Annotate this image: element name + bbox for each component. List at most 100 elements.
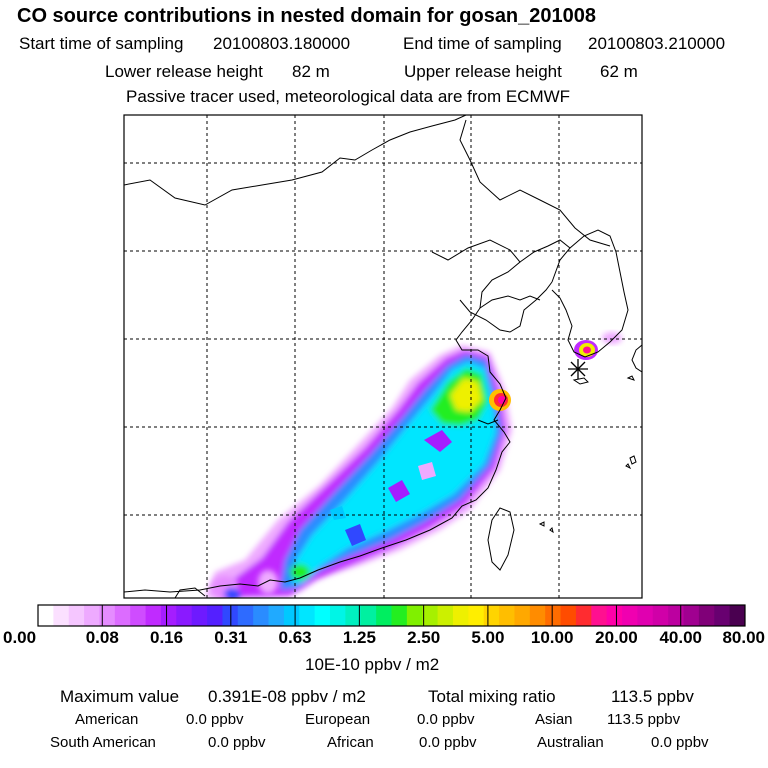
colorbar-swatch [391,605,408,626]
source-african-name: African [327,734,374,751]
colorbar-swatch [606,605,623,626]
source-asian-value: 113.5 ppbv [607,711,681,728]
hainan-island [174,587,206,598]
coastlines [124,115,642,598]
max-value-label: Maximum value [60,687,180,706]
colorbar-swatch [176,605,193,626]
colorbar-swatch [452,605,469,626]
colorbar-swatch [622,605,638,626]
inner-border [459,119,611,247]
end-time-label: End time of sampling [403,34,562,53]
colorbar-unit-label: 10E-10 ppbv / m2 [305,655,440,674]
receptor-asterisk-icon [568,359,588,379]
colorbar-swatch [698,605,715,626]
colorbar-swatch [114,605,131,626]
colorbar-swatch [68,605,85,626]
colorbar-swatch [529,605,546,626]
map-area [124,115,642,598]
colorbar-tick-label: 0.08 [85,628,119,647]
colorbar-swatch [283,605,300,626]
colorbar-swatch [299,605,316,626]
concentration-plume [205,345,512,598]
colorbar-swatch [314,605,331,626]
colorbar-tick-label: 80.00 [722,628,765,647]
colorbar-tick-label: 0.16 [149,628,184,647]
southwest-plume [211,570,278,598]
colorbar-swatch [330,605,346,626]
colorbar-swatch [406,605,423,626]
map-title: CO source contributions in nested domain… [17,5,597,27]
colorbar-swatch [130,605,146,626]
source-european-name: European [305,711,371,728]
colorbar-swatch [376,605,392,626]
taiwan-island [487,507,515,571]
source-australian-name: Australian [537,734,604,751]
colorbar-swatch [499,605,515,626]
colorbar-swatch [729,605,746,626]
colorbar-swatch [191,605,208,626]
map-frame [123,114,643,599]
shanghai-hotspot [489,389,511,411]
colorbar-swatch [483,605,500,626]
colorbar-swatch [345,605,362,626]
colorbar-swatch [53,605,70,626]
shandong-coast [479,295,541,309]
start-time-value: 20100803.180000 [213,34,351,53]
colorbar-swatch [668,605,684,626]
korea-coast [551,229,629,358]
yellow-sea-coast [459,281,553,333]
china-coast [124,239,521,593]
tracer-note: Passive tracer used, meteorological data… [126,87,571,106]
japan-coast [631,344,642,373]
colorbar-swatch [99,605,116,626]
hangzhou-bay [477,419,499,425]
colorbar-swatch [637,605,654,626]
colorbar-swatch [38,605,54,626]
plume-hotspots [330,430,452,546]
source-african-value: 0.0 ppbv [419,734,477,751]
max-value: 0.391E-08 ppbv / m2 [208,687,366,706]
source-american-name: American [75,711,139,728]
colorbar-swatch [514,605,531,626]
colorbar-tick-label: 0.00 [3,628,37,647]
colorbar-swatch [437,605,454,626]
colorbar-swatch [652,605,669,626]
north-korea-coast [519,239,571,263]
colorbar-swatch [222,605,239,626]
colorbar-tick-label: 40.00 [659,628,702,647]
colorbar-tick-label: 5.00 [471,628,505,647]
colorbar-tick-label: 20.00 [595,628,638,647]
colorbar-tick-label: 0.31 [214,628,248,647]
start-time-label: Start time of sampling [19,34,184,53]
colorbar [37,604,746,627]
source-south-american-name: South American [50,734,156,751]
colorbar-swatch [145,605,162,626]
total-mixing-value: 113.5 ppbv [611,687,694,706]
source-south-american-value: 0.0 ppbv [208,734,266,751]
source-american-value: 0.0 ppbv [186,711,244,728]
source-asian-name: Asian [535,711,573,728]
colorbar-swatch [422,605,439,626]
lat-lon-grid [124,115,642,598]
colorbar-tick-label: 2.50 [407,628,441,647]
lower-release-label: Lower release height [105,62,263,81]
colorbar-swatch [237,605,254,626]
colorbar-swatch [560,605,577,626]
plume-yellow [450,378,482,412]
upper-release-label: Upper release height [404,62,562,81]
colorbar-swatch [575,605,592,626]
colorbar-swatch [207,605,223,626]
colorbar-swatch [545,605,561,626]
colorbar-swatch [468,605,485,626]
colorbar-swatch [268,605,285,626]
end-time-value: 20100803.210000 [588,34,726,53]
northern-border [124,115,467,206]
lower-release-value: 82 m [292,62,330,81]
source-australian-value: 0.0 ppbv [651,734,709,751]
colorbar-swatch [714,605,731,626]
colorbar-swatch [360,605,377,626]
colorbar-swatch [683,605,700,626]
colorbar-swatch [160,605,177,626]
colorbar-swatch [84,605,100,626]
